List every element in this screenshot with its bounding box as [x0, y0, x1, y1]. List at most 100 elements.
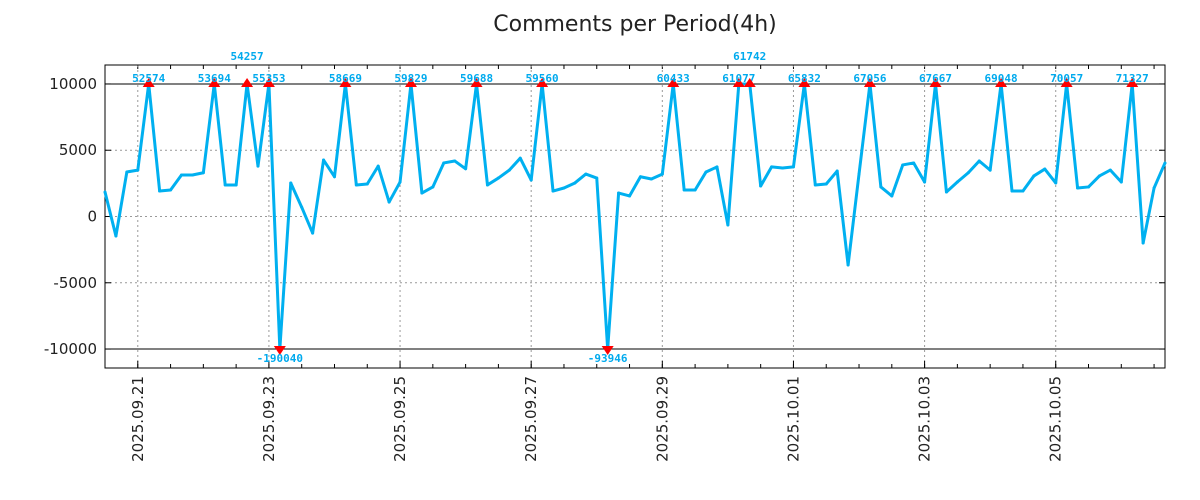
data-point	[103, 190, 107, 194]
data-point	[1097, 174, 1101, 178]
data-point	[791, 165, 795, 169]
x-tick-label: 2025.09.29	[653, 376, 671, 462]
peak-value-label: 52574	[132, 72, 165, 85]
data-point	[464, 167, 468, 171]
data-point	[1032, 174, 1036, 178]
data-point	[507, 168, 511, 172]
overflow-up-marker	[241, 77, 254, 87]
data-point	[322, 158, 326, 162]
data-point	[136, 168, 140, 172]
data-point	[846, 263, 850, 267]
overflow-down-marker	[601, 346, 614, 356]
peak-value-label: 54257	[230, 50, 263, 63]
data-point	[628, 194, 632, 198]
data-point	[660, 172, 664, 176]
data-point	[300, 205, 304, 209]
data-point	[879, 185, 883, 189]
peak-value-label: 71327	[1116, 72, 1149, 85]
peak-value-label: 65832	[788, 72, 821, 85]
data-point	[1010, 189, 1014, 193]
data-point	[923, 180, 927, 184]
data-point	[966, 171, 970, 175]
peak-value-label: 55353	[252, 72, 285, 85]
y-tick-label: -5000	[53, 274, 97, 292]
data-point	[453, 159, 457, 163]
data-point	[955, 180, 959, 184]
data-point	[857, 172, 861, 176]
data-point	[573, 181, 577, 185]
data-point	[311, 231, 315, 235]
data-point	[693, 188, 697, 192]
trough-value-label: -93946	[588, 352, 628, 365]
data-point	[398, 180, 402, 184]
data-point	[890, 194, 894, 198]
data-point	[1076, 186, 1080, 190]
data-point	[529, 178, 533, 182]
overflow-up-marker	[404, 77, 417, 87]
data-point	[595, 176, 599, 180]
overflow-down-marker	[273, 346, 286, 356]
x-tick-label: 2025.09.23	[260, 376, 278, 462]
x-tick-label: 2025.10.03	[916, 376, 934, 462]
data-point	[824, 182, 828, 186]
y-tick-label: 10000	[49, 75, 97, 93]
x-tick-label: 2025.10.05	[1047, 376, 1065, 462]
overflow-up-marker	[1126, 77, 1139, 87]
overflow-up-marker	[1060, 77, 1073, 87]
data-point	[835, 169, 839, 173]
overflow-up-marker	[929, 77, 942, 87]
data-point	[638, 175, 642, 179]
data-point	[442, 161, 446, 165]
data-point	[562, 186, 566, 190]
data-point	[223, 183, 227, 187]
data-point	[1054, 181, 1058, 185]
trough-value-label: -190040	[257, 352, 303, 365]
data-point	[813, 183, 817, 187]
peak-value-label: 59560	[526, 72, 559, 85]
overflow-up-marker	[667, 77, 680, 87]
data-point	[169, 188, 173, 192]
plot-frame	[104, 64, 1166, 369]
data-point	[704, 170, 708, 174]
data-point	[551, 189, 555, 193]
peak-value-label: 53694	[198, 72, 231, 85]
data-point	[944, 190, 948, 194]
data-point	[496, 176, 500, 180]
x-tick-label: 2025.09.27	[522, 376, 540, 462]
peak-value-label: 61742	[733, 50, 766, 63]
data-point	[179, 173, 183, 177]
data-point	[485, 183, 489, 187]
data-point	[114, 234, 118, 238]
data-point	[715, 165, 719, 169]
x-tick-label: 2025.09.25	[391, 376, 409, 462]
data-point	[617, 191, 621, 195]
data-point	[420, 191, 424, 195]
data-point	[912, 161, 916, 165]
overflow-up-marker	[339, 77, 352, 87]
overflow-up-marker	[536, 77, 549, 87]
data-point	[125, 170, 129, 174]
data-point	[988, 168, 992, 172]
overflow-up-marker	[262, 77, 275, 87]
data-point	[376, 164, 380, 168]
data-point	[1163, 161, 1167, 165]
series-line	[103, 82, 1167, 351]
overflow-up-marker	[743, 77, 756, 87]
data-point	[354, 183, 358, 187]
y-tick-label: 5000	[59, 141, 97, 159]
data-point	[234, 183, 238, 187]
data-point	[158, 189, 162, 193]
peak-value-label: 61077	[722, 72, 755, 85]
data-point	[781, 166, 785, 170]
y-tick-label: 0	[87, 208, 97, 226]
peak-value-label: 67667	[919, 72, 952, 85]
data-point	[1087, 185, 1091, 189]
peak-value-label: 60433	[657, 72, 690, 85]
data-point	[431, 185, 435, 189]
data-point	[518, 156, 522, 160]
overflow-up-marker	[995, 77, 1008, 87]
overflow-up-marker	[142, 77, 155, 87]
peak-value-label: 70057	[1050, 72, 1083, 85]
data-point	[387, 200, 391, 204]
